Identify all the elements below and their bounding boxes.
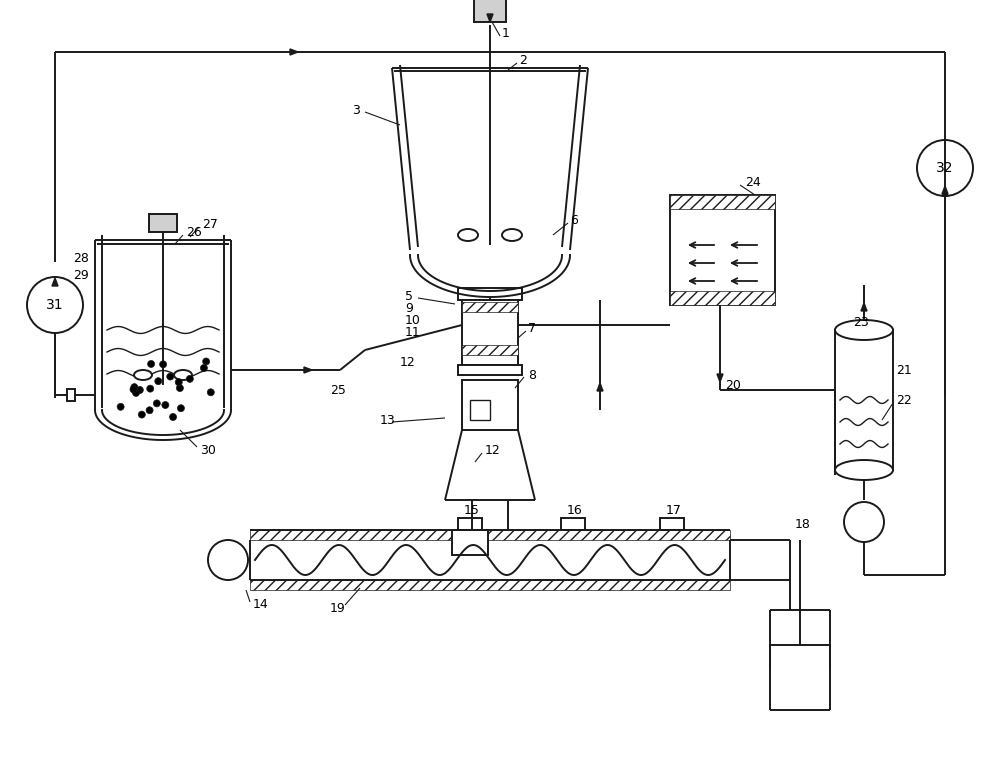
Circle shape	[153, 400, 160, 407]
Polygon shape	[717, 374, 723, 382]
Bar	[670, 195, 775, 305]
Text: 18: 18	[795, 519, 811, 532]
Polygon shape	[942, 188, 948, 196]
Bar	[660, 518, 684, 530]
Text: 19: 19	[330, 601, 346, 614]
Circle shape	[170, 414, 177, 421]
Circle shape	[155, 378, 162, 385]
Bar	[250, 530, 730, 540]
Text: 26: 26	[186, 225, 202, 238]
Circle shape	[917, 140, 973, 196]
Polygon shape	[597, 383, 603, 391]
Bar	[452, 530, 488, 555]
Bar	[458, 288, 522, 300]
Text: 11: 11	[405, 326, 421, 339]
Bar	[149, 214, 177, 232]
Bar	[458, 518, 482, 530]
Bar	[670, 195, 775, 209]
Bar	[670, 291, 775, 305]
Circle shape	[138, 411, 145, 418]
Polygon shape	[861, 303, 867, 311]
Ellipse shape	[134, 370, 152, 380]
Ellipse shape	[174, 370, 192, 380]
Polygon shape	[290, 49, 298, 55]
Text: 29: 29	[73, 269, 89, 281]
Bar	[561, 518, 585, 530]
Circle shape	[177, 404, 184, 411]
Circle shape	[27, 277, 83, 333]
Bar	[470, 400, 490, 420]
Text: 12: 12	[485, 444, 501, 457]
Bar	[458, 365, 522, 375]
Bar	[462, 380, 518, 430]
Text: 1: 1	[502, 27, 510, 40]
Circle shape	[131, 384, 138, 391]
Bar	[250, 580, 730, 590]
Text: 30: 30	[200, 444, 216, 457]
Text: 13: 13	[380, 414, 396, 427]
Text: 27: 27	[202, 218, 218, 231]
Polygon shape	[52, 278, 58, 286]
Polygon shape	[487, 14, 493, 22]
Text: 5: 5	[405, 290, 413, 303]
Circle shape	[176, 385, 183, 391]
Text: 10: 10	[405, 313, 421, 326]
Text: 15: 15	[464, 503, 480, 516]
Circle shape	[844, 502, 884, 542]
Text: 17: 17	[666, 503, 682, 516]
Circle shape	[200, 365, 207, 372]
Polygon shape	[304, 367, 312, 373]
Text: 22: 22	[896, 394, 912, 407]
Circle shape	[133, 389, 140, 397]
Text: 32: 32	[936, 161, 954, 175]
Text: 16: 16	[567, 503, 583, 516]
Text: 2: 2	[519, 54, 527, 67]
Text: 28: 28	[73, 251, 89, 264]
Circle shape	[136, 387, 143, 394]
Bar	[835, 330, 893, 470]
Circle shape	[146, 407, 153, 414]
Polygon shape	[942, 186, 948, 194]
Ellipse shape	[835, 320, 893, 340]
Text: 3: 3	[352, 103, 360, 116]
Bar	[462, 302, 518, 312]
Bar	[67, 389, 75, 401]
Text: 14: 14	[253, 598, 269, 611]
Circle shape	[175, 378, 182, 386]
Text: 21: 21	[896, 364, 912, 377]
Circle shape	[130, 386, 137, 393]
Bar	[462, 300, 518, 365]
Text: 7: 7	[528, 322, 536, 335]
Circle shape	[167, 373, 174, 380]
Text: 24: 24	[745, 175, 761, 188]
Circle shape	[186, 375, 193, 382]
Circle shape	[162, 401, 169, 408]
Circle shape	[117, 403, 124, 411]
Circle shape	[203, 358, 210, 365]
Circle shape	[160, 361, 167, 368]
Bar	[474, 0, 506, 22]
Text: 31: 31	[46, 298, 64, 312]
Circle shape	[208, 540, 248, 580]
Circle shape	[147, 385, 154, 392]
Text: 25: 25	[330, 384, 346, 397]
Text: 6: 6	[570, 214, 578, 227]
Ellipse shape	[835, 460, 893, 480]
Text: 8: 8	[528, 368, 536, 381]
Text: 12: 12	[400, 355, 416, 368]
Ellipse shape	[502, 229, 522, 241]
Bar	[462, 345, 518, 355]
Ellipse shape	[458, 229, 478, 241]
Text: 20: 20	[725, 378, 741, 391]
Text: 9: 9	[405, 302, 413, 315]
Text: 23: 23	[853, 316, 869, 329]
Circle shape	[207, 389, 214, 396]
Circle shape	[148, 361, 155, 368]
